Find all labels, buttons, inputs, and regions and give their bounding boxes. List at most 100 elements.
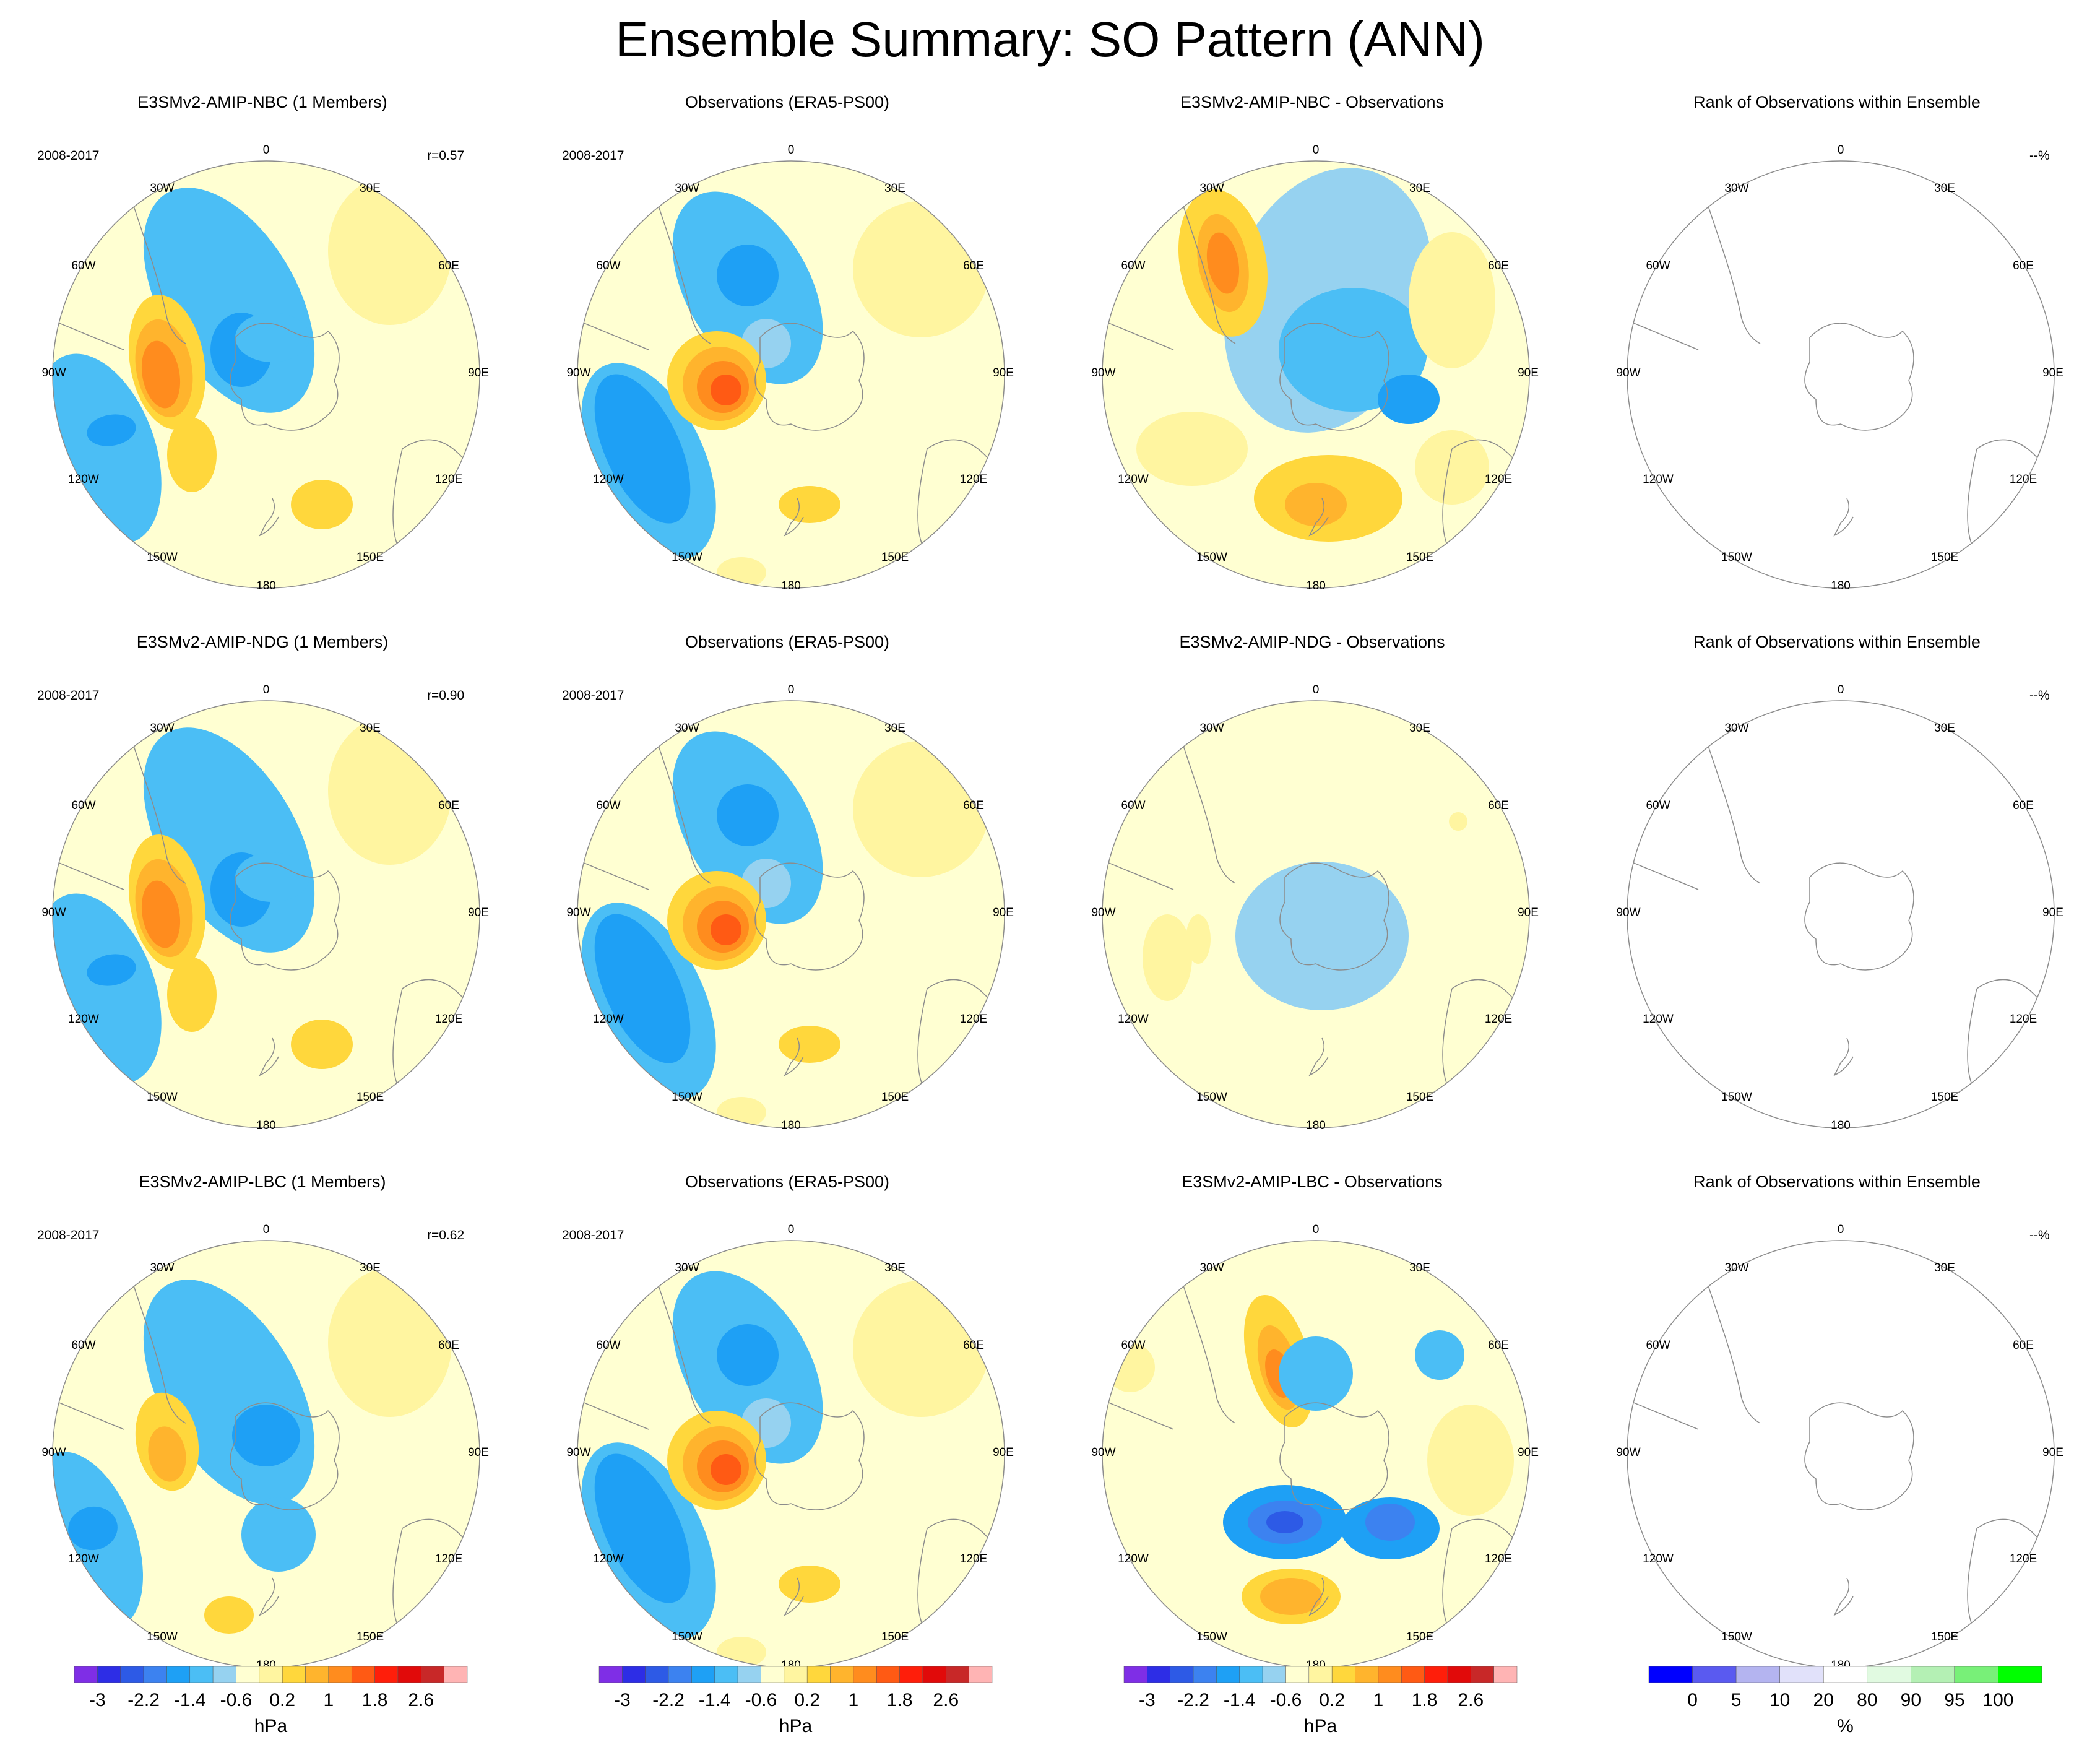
- longitude-label: 30W: [150, 1262, 175, 1275]
- colorbar-tick-label: -1.4: [698, 1690, 731, 1710]
- panel-row1-model: E3SMv2-AMIP-NBC (1 Members) 2008-2017 r=…: [0, 93, 525, 631]
- south-america-coast: [1173, 716, 1236, 884]
- peninsula-coast: [53, 846, 124, 890]
- colorbar-swatch: [1331, 1666, 1355, 1683]
- colorbar-swatch: [328, 1666, 352, 1683]
- longitude-label: 90E: [468, 366, 489, 379]
- colorbar-swatch: [1262, 1666, 1286, 1683]
- longitude-label: 0: [262, 683, 270, 696]
- colorbar-swatch: [1355, 1666, 1379, 1683]
- contour-region: [717, 784, 779, 846]
- longitude-label: 120E: [2009, 473, 2037, 486]
- panel-row1-obs: Observations (ERA5-PS00) 2008-2017 0 30E 6…: [525, 93, 1050, 631]
- longitude-label: 150W: [147, 1091, 178, 1104]
- colorbar-tick-label: 90: [1900, 1690, 1922, 1710]
- longitude-label: 90E: [993, 906, 1014, 919]
- peninsula-coast: [1102, 846, 1174, 890]
- contour-region: [1260, 1578, 1322, 1615]
- polar-map: [1102, 1240, 1530, 1668]
- contour-region: [167, 958, 217, 1032]
- longitude-label: 180: [256, 1119, 276, 1132]
- colorbar-swatch: [853, 1666, 877, 1683]
- contour-region: [717, 1324, 779, 1386]
- panel-row2-diff: E3SMv2-AMIP-NDG - Observations 0 30E 60E 90…: [1050, 633, 1575, 1171]
- colorbar-tick-label: 2.6: [408, 1690, 434, 1710]
- contour-region: [241, 1497, 316, 1572]
- colorbar-swatch: [444, 1666, 468, 1683]
- longitude-label: 90W: [566, 906, 591, 919]
- colorbar-swatch: [691, 1666, 715, 1683]
- panel-title: Rank of Observations within Ensemble: [1693, 633, 1981, 651]
- longitude-label: 180: [1306, 1119, 1326, 1132]
- polar-map: [1627, 160, 2055, 589]
- contour-region: [291, 480, 353, 529]
- polar-map: [1102, 700, 1530, 1128]
- colorbar-tick-label: 20: [1813, 1690, 1834, 1710]
- longitude-label: 90E: [2042, 1446, 2063, 1459]
- longitude-label: 150E: [1406, 1631, 1434, 1644]
- longitude-label: 0: [787, 683, 795, 696]
- longitude-label: 60E: [438, 1339, 459, 1352]
- longitude-label: 120W: [68, 1553, 99, 1566]
- longitude-label: 150E: [881, 551, 909, 564]
- colorbar-tick-label: -1.4: [1223, 1690, 1256, 1710]
- longitude-label: 30E: [360, 722, 381, 735]
- longitude-label: 150E: [1406, 551, 1434, 564]
- colorbar-swatch: [761, 1666, 785, 1683]
- contour-region: [204, 1596, 254, 1634]
- longitude-label: 30W: [675, 722, 699, 735]
- rank-value-label: --%: [2029, 688, 2050, 703]
- colorbar-swatch: [189, 1666, 214, 1683]
- peninsula-coast: [1627, 306, 1699, 350]
- south-america-coast: [648, 176, 711, 344]
- colorbar-tick-label: -3: [614, 1690, 631, 1710]
- colorbar-tick-label: 1.8: [1411, 1690, 1438, 1710]
- colorbar-tick-label: 0.2: [269, 1690, 296, 1710]
- map-border: [52, 160, 480, 589]
- colorbar-swatch: [598, 1666, 623, 1683]
- colorbar-tick-label: 1.8: [886, 1690, 913, 1710]
- period-label: 2008-2017: [562, 688, 624, 703]
- polar-map: [577, 1240, 1005, 1668]
- longitude-label: 0: [262, 1223, 270, 1236]
- longitude-label: 30W: [675, 182, 699, 195]
- longitude-label: 60E: [963, 259, 984, 272]
- longitude-label: 120E: [959, 473, 988, 486]
- antarctica-coast: [1279, 323, 1389, 431]
- longitude-label: 150W: [1196, 1091, 1227, 1104]
- polar-map: [577, 700, 1005, 1128]
- longitude-label: 60W: [596, 1339, 621, 1352]
- longitude-label: 60E: [1488, 1339, 1509, 1352]
- panel-title: E3SMv2-AMIP-LBC (1 Members): [139, 1172, 386, 1191]
- panel-title: E3SMv2-AMIP-NBC (1 Members): [137, 93, 387, 111]
- peninsula-coast: [1627, 846, 1699, 890]
- contour-region: [1427, 1405, 1514, 1516]
- figure-title: Ensemble Summary: SO Pattern (ANN): [615, 12, 1485, 67]
- period-label: 2008-2017: [562, 149, 624, 163]
- colorbar-swatch: [282, 1666, 306, 1683]
- map-background: [1627, 1241, 2054, 1668]
- period-label: 2008-2017: [37, 149, 100, 163]
- panel-row2-rank: Rank of Observations within Ensemble --%…: [1575, 633, 2099, 1171]
- colorbar-swatch: [1401, 1666, 1425, 1683]
- longitude-label: 60E: [1488, 259, 1509, 272]
- longitude-label: 120W: [1643, 1013, 1674, 1026]
- colorbar-swatch: [1911, 1666, 1955, 1683]
- correlation-label: r=0.90: [427, 688, 465, 703]
- longitude-label: 90E: [468, 1446, 489, 1459]
- contour-region: [87, 954, 136, 986]
- colorbar-tick-label: 1: [1373, 1690, 1384, 1710]
- contour-region: [148, 1426, 186, 1482]
- longitude-label: 180: [1831, 1119, 1851, 1132]
- colorbar-swatch: [1471, 1666, 1494, 1683]
- contour-region: [1409, 232, 1495, 368]
- map-border: [577, 700, 1005, 1128]
- longitude-label: 90E: [1518, 1446, 1539, 1459]
- colorbar-tick-label: 1: [323, 1690, 334, 1710]
- panel-row3-rank: Rank of Observations within Ensemble --%…: [1575, 1172, 2099, 1711]
- longitude-label: 30E: [1934, 182, 1955, 195]
- new-zealand-coast: [1833, 1037, 1854, 1076]
- contour-region: [1378, 375, 1440, 424]
- colorbar-tick-label: 2.6: [933, 1690, 959, 1710]
- contour-region: [68, 1506, 118, 1551]
